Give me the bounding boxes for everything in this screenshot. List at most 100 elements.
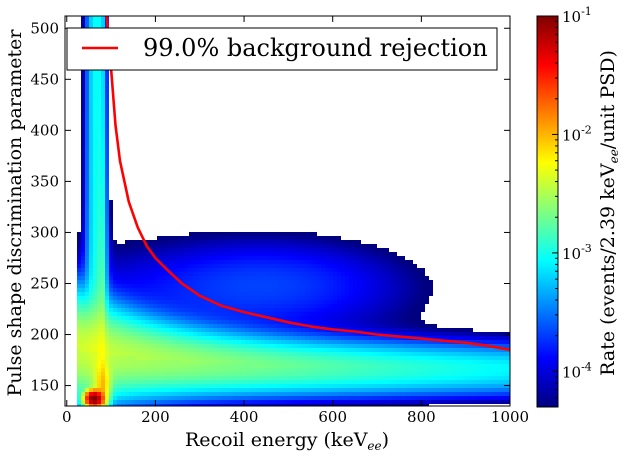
heatmap-cell	[393, 384, 397, 388]
heatmap-cell	[77, 248, 81, 252]
heatmap-cell	[277, 308, 281, 312]
heatmap-cell	[349, 376, 353, 380]
heatmap-cell	[281, 372, 285, 376]
heatmap-cell	[101, 328, 105, 332]
heatmap-cell	[101, 172, 105, 176]
heatmap-cell	[197, 404, 201, 406]
heatmap-cell	[117, 356, 121, 360]
heatmap-cell	[145, 272, 149, 276]
heatmap-cell	[233, 344, 237, 348]
heatmap-cell	[337, 252, 341, 256]
heatmap-cell	[233, 232, 237, 236]
heatmap-cell	[353, 292, 357, 296]
heatmap-cell	[77, 120, 81, 124]
heatmap-cell	[157, 244, 161, 248]
heatmap-cell	[345, 392, 349, 396]
heatmap-cell	[401, 260, 405, 264]
heatmap-cell	[141, 244, 145, 248]
heatmap-cell	[345, 252, 349, 256]
heatmap-cell	[337, 268, 341, 272]
heatmap-cell	[109, 192, 113, 196]
heatmap-cell	[169, 260, 173, 264]
heatmap-cell	[297, 396, 301, 400]
heatmap-cell	[217, 332, 221, 336]
heatmap-cell	[265, 252, 269, 256]
heatmap-cell	[177, 368, 181, 372]
heatmap-cell	[105, 356, 109, 360]
heatmap-cell	[385, 384, 389, 388]
heatmap-cell	[333, 356, 337, 360]
heatmap-cell	[153, 264, 157, 268]
heatmap-cell	[201, 400, 205, 404]
heatmap-cell	[313, 292, 317, 296]
heatmap-cell	[397, 364, 401, 368]
heatmap-cell	[417, 340, 421, 344]
heatmap-cell	[113, 356, 117, 360]
heatmap-cell	[113, 376, 117, 380]
heatmap-cell	[101, 212, 105, 216]
heatmap-cell	[253, 280, 257, 284]
heatmap-cell	[109, 336, 113, 340]
heatmap-cell	[353, 200, 357, 204]
heatmap-cell	[261, 272, 265, 276]
heatmap-cell	[337, 392, 341, 396]
heatmap-cell	[105, 176, 109, 180]
heatmap-cell	[285, 276, 289, 280]
heatmap-cell	[157, 252, 161, 256]
heatmap-cell	[365, 284, 369, 288]
heatmap-cell	[229, 400, 233, 404]
heatmap-cell	[145, 356, 149, 360]
heatmap-cell	[161, 292, 165, 296]
heatmap-cell	[157, 248, 161, 252]
heatmap-cell	[105, 116, 109, 120]
heatmap-cell	[469, 388, 473, 392]
heatmap-cell	[333, 312, 337, 316]
heatmap-cell	[221, 372, 225, 376]
heatmap-cell	[169, 316, 173, 320]
heatmap-cell	[193, 188, 197, 192]
heatmap-cell	[365, 360, 369, 364]
heatmap-cell	[129, 244, 133, 248]
heatmap-cell	[173, 352, 177, 356]
heatmap-cell	[293, 328, 297, 332]
heatmap-cell	[417, 344, 421, 348]
heatmap-cell	[489, 352, 493, 356]
heatmap-cell	[241, 392, 245, 396]
heatmap-cell	[173, 308, 177, 312]
heatmap-cell	[89, 308, 93, 312]
heatmap-cell	[97, 124, 101, 128]
heatmap-cell	[309, 232, 313, 236]
heatmap-cell	[341, 240, 345, 244]
heatmap-cell	[185, 324, 189, 328]
heatmap-cell	[265, 200, 269, 204]
heatmap-cell	[201, 236, 205, 240]
heatmap-cell	[193, 376, 197, 380]
heatmap-cell	[309, 384, 313, 388]
heatmap-cell	[153, 384, 157, 388]
heatmap-cell	[277, 244, 281, 248]
heatmap-cell	[349, 312, 353, 316]
heatmap-cell	[329, 240, 333, 244]
heatmap-cell	[329, 296, 333, 300]
heatmap-cell	[85, 212, 89, 216]
heatmap-cell	[297, 336, 301, 340]
heatmap-cell	[285, 284, 289, 288]
heatmap-cell	[197, 208, 201, 212]
heatmap-cell	[409, 296, 413, 300]
heatmap-cell	[341, 356, 345, 360]
heatmap-cell	[305, 320, 309, 324]
heatmap-cell	[233, 340, 237, 344]
heatmap-cell	[365, 304, 369, 308]
heatmap-cell	[81, 128, 85, 132]
heatmap-cell	[77, 320, 81, 324]
heatmap-cell	[261, 336, 265, 340]
heatmap-cell	[385, 368, 389, 372]
heatmap-cell	[169, 276, 173, 280]
heatmap-cell	[309, 356, 313, 360]
heatmap-cell	[85, 332, 89, 336]
heatmap-cell	[257, 404, 261, 406]
heatmap-cell	[161, 356, 165, 360]
heatmap-cell	[165, 308, 169, 312]
heatmap-cell	[409, 404, 413, 406]
heatmap-cell	[393, 316, 397, 320]
